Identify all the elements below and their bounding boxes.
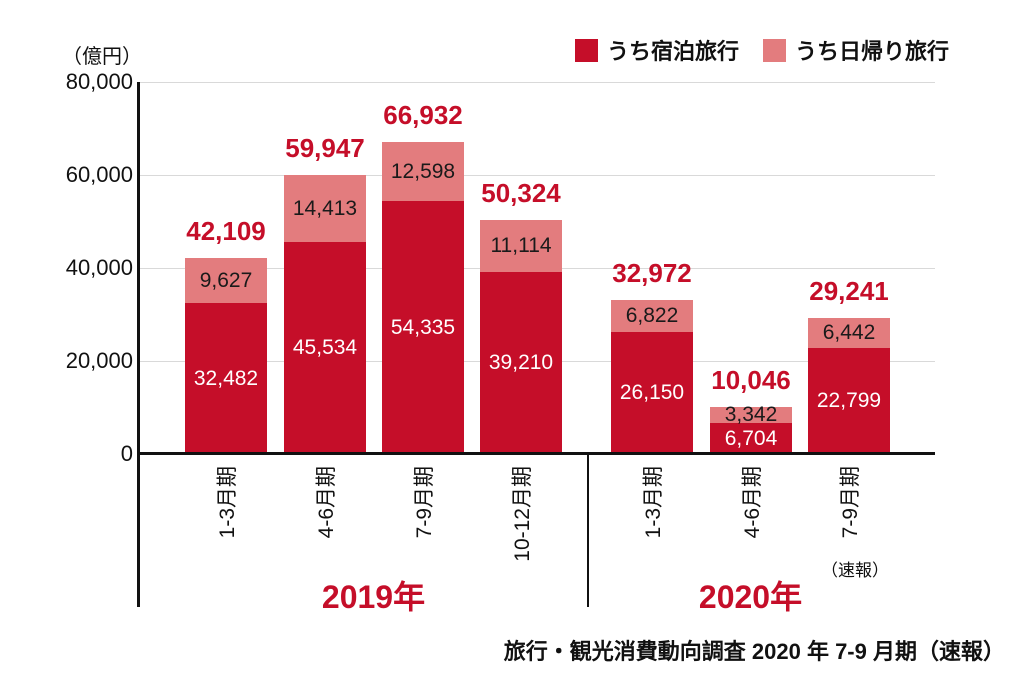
bar-segment-daytrip: 3,342 <box>710 403 792 426</box>
y-axis-unit-label: （億円） <box>62 46 142 68</box>
x-tick-note: （速報） <box>821 561 889 580</box>
overnight-value-label: 26,150 <box>619 381 685 404</box>
bar-segment-daytrip: 6,442 <box>808 318 890 348</box>
daytrip-value-label: 3,342 <box>724 403 778 426</box>
total-value-label: 59,947 <box>285 133 365 163</box>
legend-item-overnight-travel: うち宿泊旅行 <box>575 34 739 66</box>
total-value-label: 32,972 <box>612 258 692 288</box>
daytrip-value-label: 14,413 <box>292 196 358 220</box>
x-tick-label: 7-9月期 <box>413 466 436 539</box>
total-value-label: 66,932 <box>383 100 463 130</box>
y-tick-label: 20,000 <box>65 348 133 373</box>
daytrip-value-label: 9,627 <box>199 268 253 292</box>
x-axis-line <box>137 452 935 455</box>
group-divider-line <box>587 454 589 607</box>
bar-segment-daytrip: 14,413 <box>284 175 366 242</box>
bar-segment-overnight: 54,335 <box>382 201 464 454</box>
overnight-value-label: 32,482 <box>193 366 259 390</box>
overnight-value-label: 22,799 <box>816 389 882 412</box>
bar-segment-daytrip: 11,114 <box>480 220 562 272</box>
bar-segment-overnight: 22,799 <box>808 348 890 454</box>
y-tick-label: 60,000 <box>65 162 133 187</box>
legend-label-daytrip-travel: うち日帰り旅行 <box>795 39 950 64</box>
overnight-value-label: 45,534 <box>292 336 358 359</box>
overnight-value-label: 54,335 <box>390 315 456 339</box>
total-value-label: 50,324 <box>481 178 561 208</box>
daytrip-value-label: 6,822 <box>625 304 679 327</box>
daytrip-value-label: 11,114 <box>490 234 552 257</box>
bar-segment-daytrip: 12,598 <box>382 142 464 201</box>
gridline <box>140 82 935 83</box>
y-tick-label: 40,000 <box>65 255 133 280</box>
x-tick-label: 7-9月期 <box>839 466 862 539</box>
daytrip-value-label: 6,442 <box>822 321 876 344</box>
overnight-travel-swatch-icon <box>575 38 598 62</box>
y-tick-label: 0 <box>120 441 133 466</box>
total-value-label: 29,241 <box>809 276 889 306</box>
bar-segment-daytrip: 6,822 <box>611 300 693 332</box>
chart-legend: うち宿泊旅行 うち日帰り旅行 <box>575 34 949 66</box>
group-year-label: 2019年 <box>321 579 426 615</box>
x-tick-label: 4-6月期 <box>315 466 338 539</box>
bar-segment-daytrip: 9,627 <box>185 258 267 303</box>
x-tick-label: 10-12月期 <box>511 466 534 562</box>
legend-item-daytrip-travel: うち日帰り旅行 <box>763 34 949 66</box>
bar-segment-overnight: 26,150 <box>611 332 693 454</box>
y-tick-label: 80,000 <box>65 69 133 94</box>
bar-segment-overnight: 45,534 <box>284 242 366 454</box>
bar-segment-overnight: 32,482 <box>185 303 267 454</box>
x-tick-label: 1-3月期 <box>216 466 239 539</box>
legend-label-overnight-travel: うち宿泊旅行 <box>607 39 740 64</box>
daytrip-value-label: 12,598 <box>390 159 456 183</box>
source-caption: 旅行・観光消費動向調査 2020 年 7-9 月期（速報） <box>503 639 1005 664</box>
overnight-value-label: 6,704 <box>724 426 778 450</box>
overnight-value-label: 39,210 <box>488 351 554 374</box>
y-axis-line <box>137 82 140 607</box>
total-value-label: 10,046 <box>711 365 791 395</box>
group-year-label: 2020年 <box>698 579 803 615</box>
x-tick-label: 4-6月期 <box>741 466 764 539</box>
bar-segment-overnight: 6,704 <box>710 423 792 454</box>
x-tick-label: 1-3月期 <box>642 466 665 539</box>
daytrip-travel-swatch-icon <box>763 38 787 62</box>
gridline <box>140 175 935 176</box>
total-value-label: 42,109 <box>186 216 266 246</box>
bar-segment-overnight: 39,210 <box>480 272 562 454</box>
